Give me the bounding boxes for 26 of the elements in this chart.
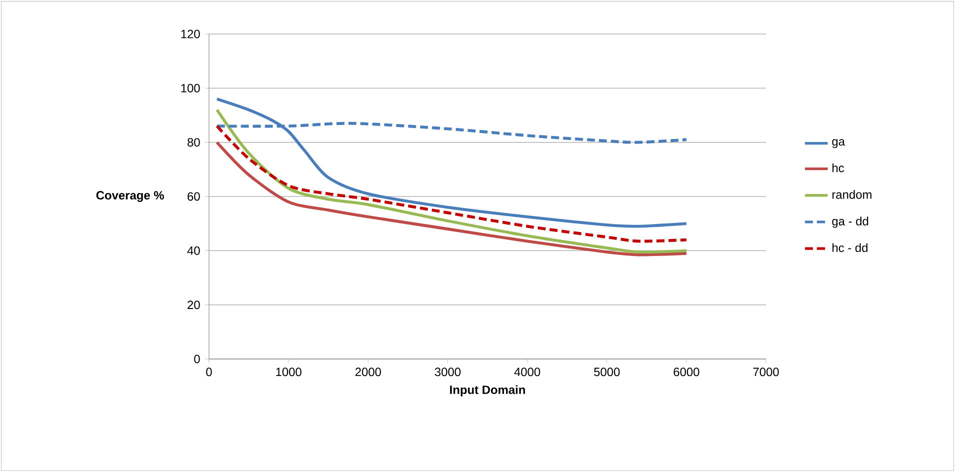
y-axis-title: Coverage % <box>96 191 164 202</box>
line-series <box>216 98 688 228</box>
y-tick-label: 40 <box>187 246 200 255</box>
legend-label: ga - dd <box>832 216 868 228</box>
y-tick-label: 60 <box>188 192 200 201</box>
x-tick-label: 4000 <box>514 368 540 376</box>
legend-label: random <box>832 190 872 199</box>
y-tick-label: 80 <box>188 138 200 147</box>
y-tick-label: 100 <box>181 84 200 92</box>
legend-label: ga <box>832 139 845 148</box>
x-tick-label: 6000 <box>674 368 700 376</box>
x-tick-label: 1000 <box>276 368 302 376</box>
x-axis-title: Input Domain <box>450 385 525 396</box>
x-tick-label: 2000 <box>355 368 381 376</box>
legend-label: hc - dd <box>832 243 868 252</box>
y-tick-label: 0 <box>194 354 200 364</box>
legend-label: hc <box>832 163 844 172</box>
x-tick-label: 3000 <box>434 368 461 376</box>
x-tick-label: 7000 <box>753 368 779 376</box>
y-tick-label: 120 <box>181 30 200 38</box>
x-tick-label: 0 <box>206 368 212 376</box>
y-tick-label: 20 <box>188 300 200 310</box>
line-series <box>216 108 688 254</box>
line-series <box>216 124 688 243</box>
x-tick-label: 5000 <box>594 368 620 376</box>
line-series <box>216 140 688 256</box>
